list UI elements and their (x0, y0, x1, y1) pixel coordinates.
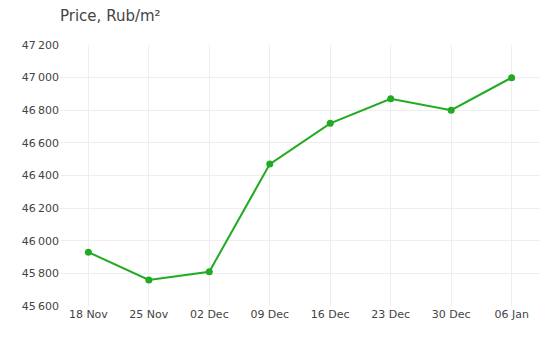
svg-text:46 800: 46 800 (22, 104, 59, 117)
svg-text:02 Dec: 02 Dec (190, 308, 229, 321)
svg-text:45 600: 45 600 (22, 300, 59, 313)
svg-text:18 Nov: 18 Nov (69, 308, 108, 321)
svg-text:Price, Rub/m²: Price, Rub/m² (60, 7, 161, 25)
svg-text:25 Nov: 25 Nov (129, 308, 168, 321)
svg-text:47 000: 47 000 (22, 71, 59, 84)
svg-text:46 600: 46 600 (22, 137, 59, 150)
svg-text:47 200: 47 200 (22, 39, 59, 52)
svg-text:16 Dec: 16 Dec (311, 308, 350, 321)
svg-text:46 000: 46 000 (22, 235, 59, 248)
svg-text:46 200: 46 200 (22, 202, 59, 215)
svg-text:06 Jan: 06 Jan (494, 308, 528, 321)
svg-text:45 800: 45 800 (22, 267, 59, 280)
svg-text:09 Dec: 09 Dec (250, 308, 289, 321)
svg-text:30 Dec: 30 Dec (432, 308, 471, 321)
svg-text:46 400: 46 400 (22, 169, 59, 182)
svg-text:23 Dec: 23 Dec (371, 308, 410, 321)
